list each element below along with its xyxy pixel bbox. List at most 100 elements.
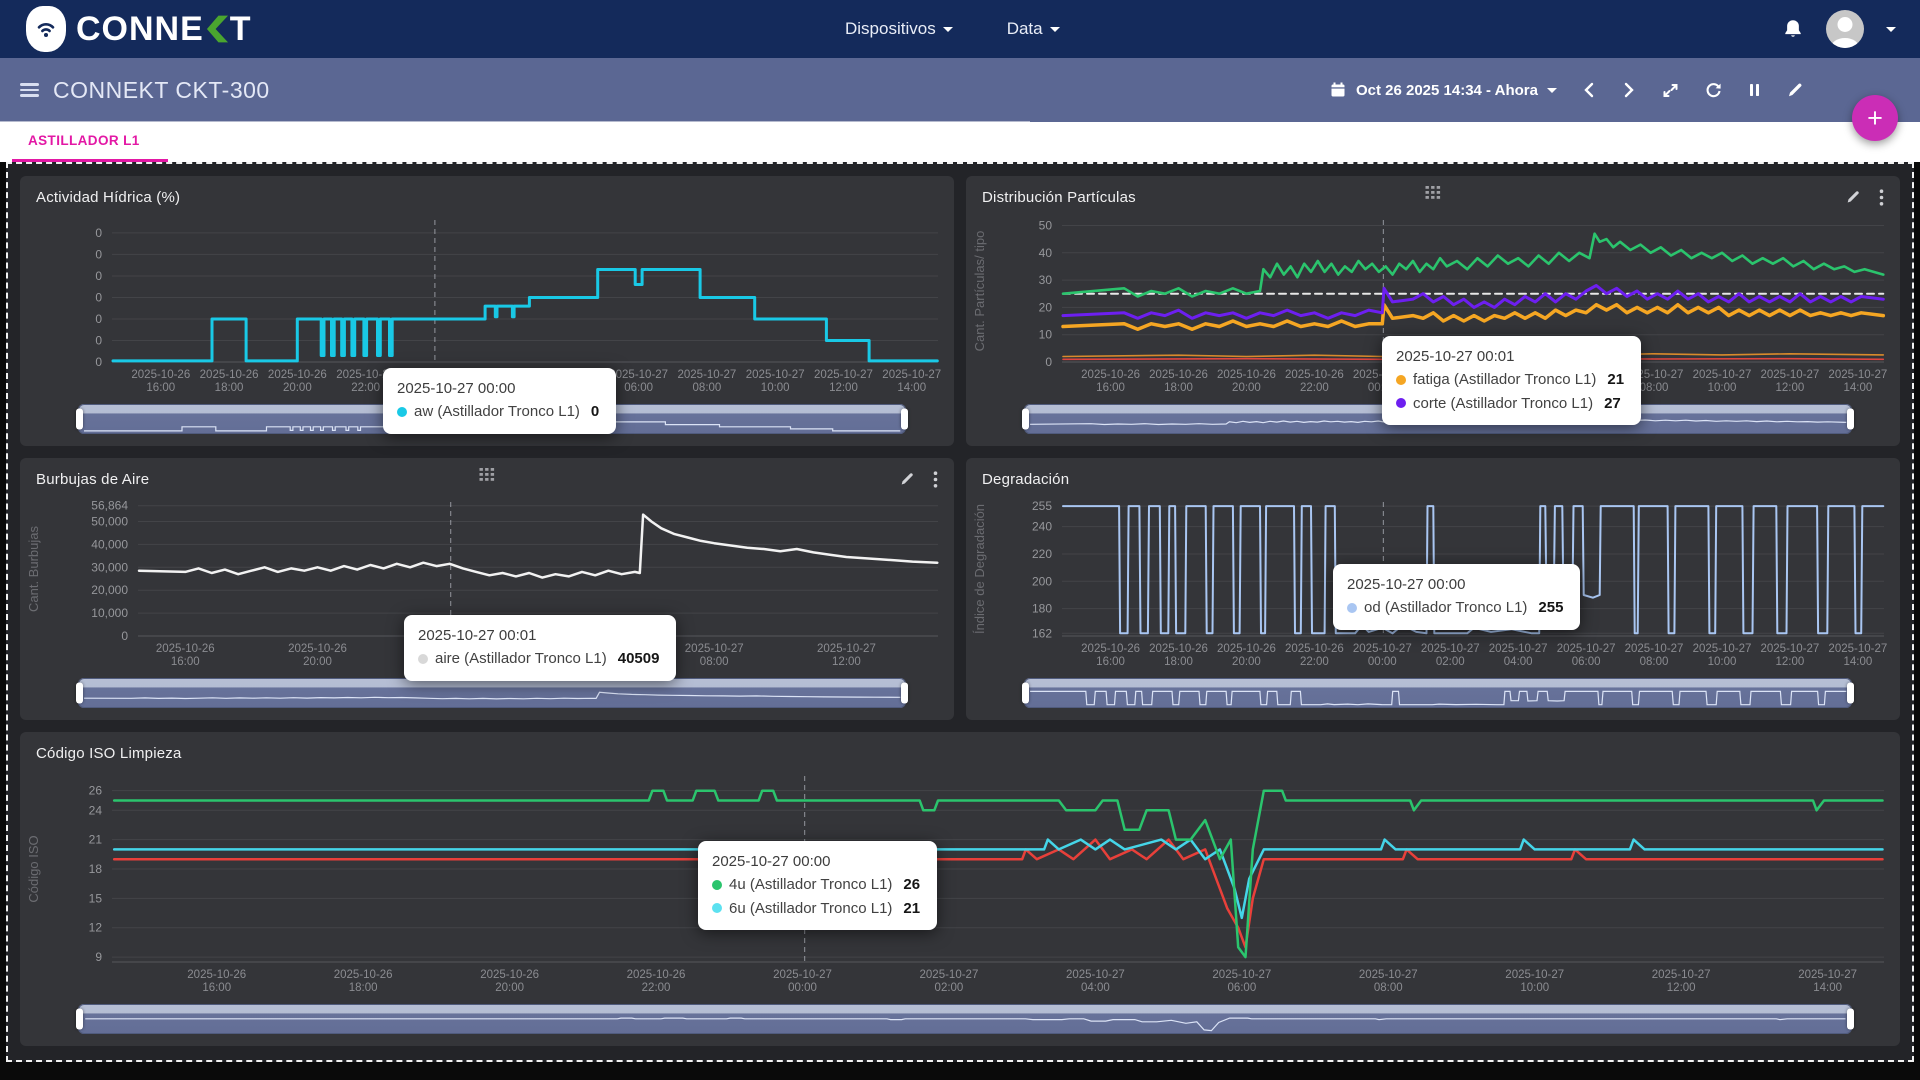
chart-canvas[interactable]: 2025-10-27 00:01 fatiga (Astillador Tron… [966, 210, 1900, 425]
user-avatar[interactable] [1826, 10, 1864, 48]
time-range-picker[interactable]: Oct 26 2025 14:34 - Ahora [1329, 81, 1557, 99]
tooltip-date: 2025-10-27 00:01 [418, 627, 537, 644]
edit-dashboard-pencil-icon[interactable] [1786, 81, 1804, 99]
svg-text:9: 9 [95, 950, 102, 964]
menu-item-data[interactable]: Data [1007, 19, 1060, 39]
navigator-handle-right[interactable] [1847, 408, 1854, 430]
chart-canvas[interactable]: 2025-10-27 00:00 aw (Astillador Tronco L… [20, 210, 954, 434]
dashboard-edit-region[interactable]: Actividad Hídrica (%) [6, 162, 1914, 1062]
tooltip-row: corte (Astillador Tronco L1) 27 [1396, 392, 1624, 415]
tooltip-series-label: od (Astillador Tronco L1) [1364, 599, 1528, 617]
navigator-handle-left[interactable] [76, 1008, 83, 1030]
time-range-navigator[interactable] [1022, 678, 1854, 708]
tooltip-series-label: fatiga (Astillador Tronco L1) [1413, 371, 1597, 389]
dashboard-panel: Código ISO Limpieza [20, 732, 1900, 1046]
svg-text:240: 240 [1032, 520, 1052, 534]
dashboard-panel: Actividad Hídrica (%) [20, 176, 954, 446]
refresh-icon[interactable] [1704, 81, 1723, 100]
svg-text:12: 12 [89, 921, 103, 935]
navigator-handle-left[interactable] [76, 682, 83, 704]
panel-edit-pencil-icon[interactable] [1845, 189, 1861, 205]
panel-title: Actividad Hídrica (%) [36, 188, 181, 206]
main-menu: Dispositivos Data [845, 0, 1060, 58]
navigator-handle-left[interactable] [1022, 408, 1029, 430]
tooltip-series-label: aw (Astillador Tronco L1) [414, 403, 580, 421]
panel-header: Actividad Hídrica (%) [20, 176, 954, 210]
series-dot-icon [712, 879, 722, 890]
menu-item-dispositivos[interactable]: Dispositivos [845, 19, 953, 39]
tooltip-series-value: 0 [590, 403, 600, 421]
panel-header: Código ISO Limpieza [20, 732, 1900, 766]
svg-text:20,000: 20,000 [91, 583, 128, 597]
navigator-preview [1027, 688, 1849, 707]
navigator-handle-right[interactable] [1847, 1008, 1854, 1030]
user-menu-chevron-icon[interactable] [1886, 26, 1896, 32]
fullscreen-expand-icon[interactable] [1661, 81, 1680, 100]
chart-svg: 9 12 15 18 21 24 26 Código ISO 2025-10-26 16:00 20… [26, 776, 1884, 994]
chart-canvas[interactable]: 2025-10-27 00:00 4u (Astillador Tronco L… [20, 766, 1900, 1000]
series-dot-icon [1396, 398, 1406, 409]
tab-astillador-l1[interactable]: ASTILLADOR L1 [12, 122, 168, 162]
chart-canvas[interactable]: 2025-10-27 00:00 od (Astillador Tronco L… [966, 492, 1900, 674]
pause-refresh-icon[interactable] [1747, 81, 1762, 99]
brand-logo[interactable]: CONNE T [26, 6, 252, 52]
panel-title: Código ISO Limpieza [36, 744, 182, 762]
chart-canvas[interactable]: 2025-10-27 00:01 aire (Astillador Tronco… [20, 492, 954, 681]
notifications-bell-icon[interactable] [1782, 18, 1804, 40]
panel-edit-pencil-icon[interactable] [899, 471, 915, 487]
panel-header: Burbujas de Aire [20, 458, 954, 492]
tooltip-row: 6u (Astillador Tronco L1) 21 [712, 897, 920, 920]
drag-handle-icon[interactable] [1425, 186, 1441, 204]
navigator-preview-svg [83, 691, 901, 700]
hamburger-menu-icon[interactable] [20, 83, 39, 97]
dashboard-grid: Actividad Hídrica (%) [8, 164, 1912, 1060]
add-panel-fab-button[interactable]: + [1852, 95, 1898, 141]
toolbar-controls: Oct 26 2025 14:34 - Ahora [1329, 81, 1900, 100]
svg-text:Código ISO: Código ISO [26, 835, 41, 902]
top-navbar: CONNE T Dispositivos Data [0, 0, 1920, 58]
svg-text:Cant. Burbujas: Cant. Burbujas [26, 526, 41, 612]
dashboard-panel: Distribución Partículas [966, 176, 1900, 446]
tooltip-date: 2025-10-27 00:01 [1396, 348, 1515, 365]
next-range-button[interactable] [1621, 81, 1637, 99]
svg-text:26: 26 [89, 784, 103, 798]
svg-text:24: 24 [89, 803, 103, 817]
tooltip-series-value: 21 [903, 899, 921, 917]
svg-text:Índice de Degradación: Índice de Degradación [972, 504, 987, 634]
navigator-handle-left[interactable] [1022, 682, 1029, 704]
navigator-handle-right[interactable] [901, 408, 908, 430]
chart-svg: 162 180 200 220 240 255 Índice de Degradación 2… [972, 499, 1887, 668]
navigator-preview-svg [85, 1017, 1846, 1032]
navigator-handle-left[interactable] [76, 408, 83, 430]
previous-range-button[interactable] [1581, 81, 1597, 99]
brand-prefix: CONNE [76, 9, 204, 48]
panel-header: Degradación [966, 458, 1900, 492]
panel-kebab-menu-icon[interactable] [933, 470, 938, 488]
drag-handle-icon[interactable] [479, 468, 495, 486]
panel-kebab-menu-icon[interactable] [1879, 188, 1884, 206]
time-range-navigator[interactable] [76, 1004, 1854, 1034]
navigator-handle-right[interactable] [901, 682, 908, 704]
dashboard-shell: Actividad Hídrica (%) [0, 162, 1920, 1080]
navigator-handle-right[interactable] [1847, 682, 1854, 704]
time-range-navigator[interactable] [76, 678, 908, 708]
